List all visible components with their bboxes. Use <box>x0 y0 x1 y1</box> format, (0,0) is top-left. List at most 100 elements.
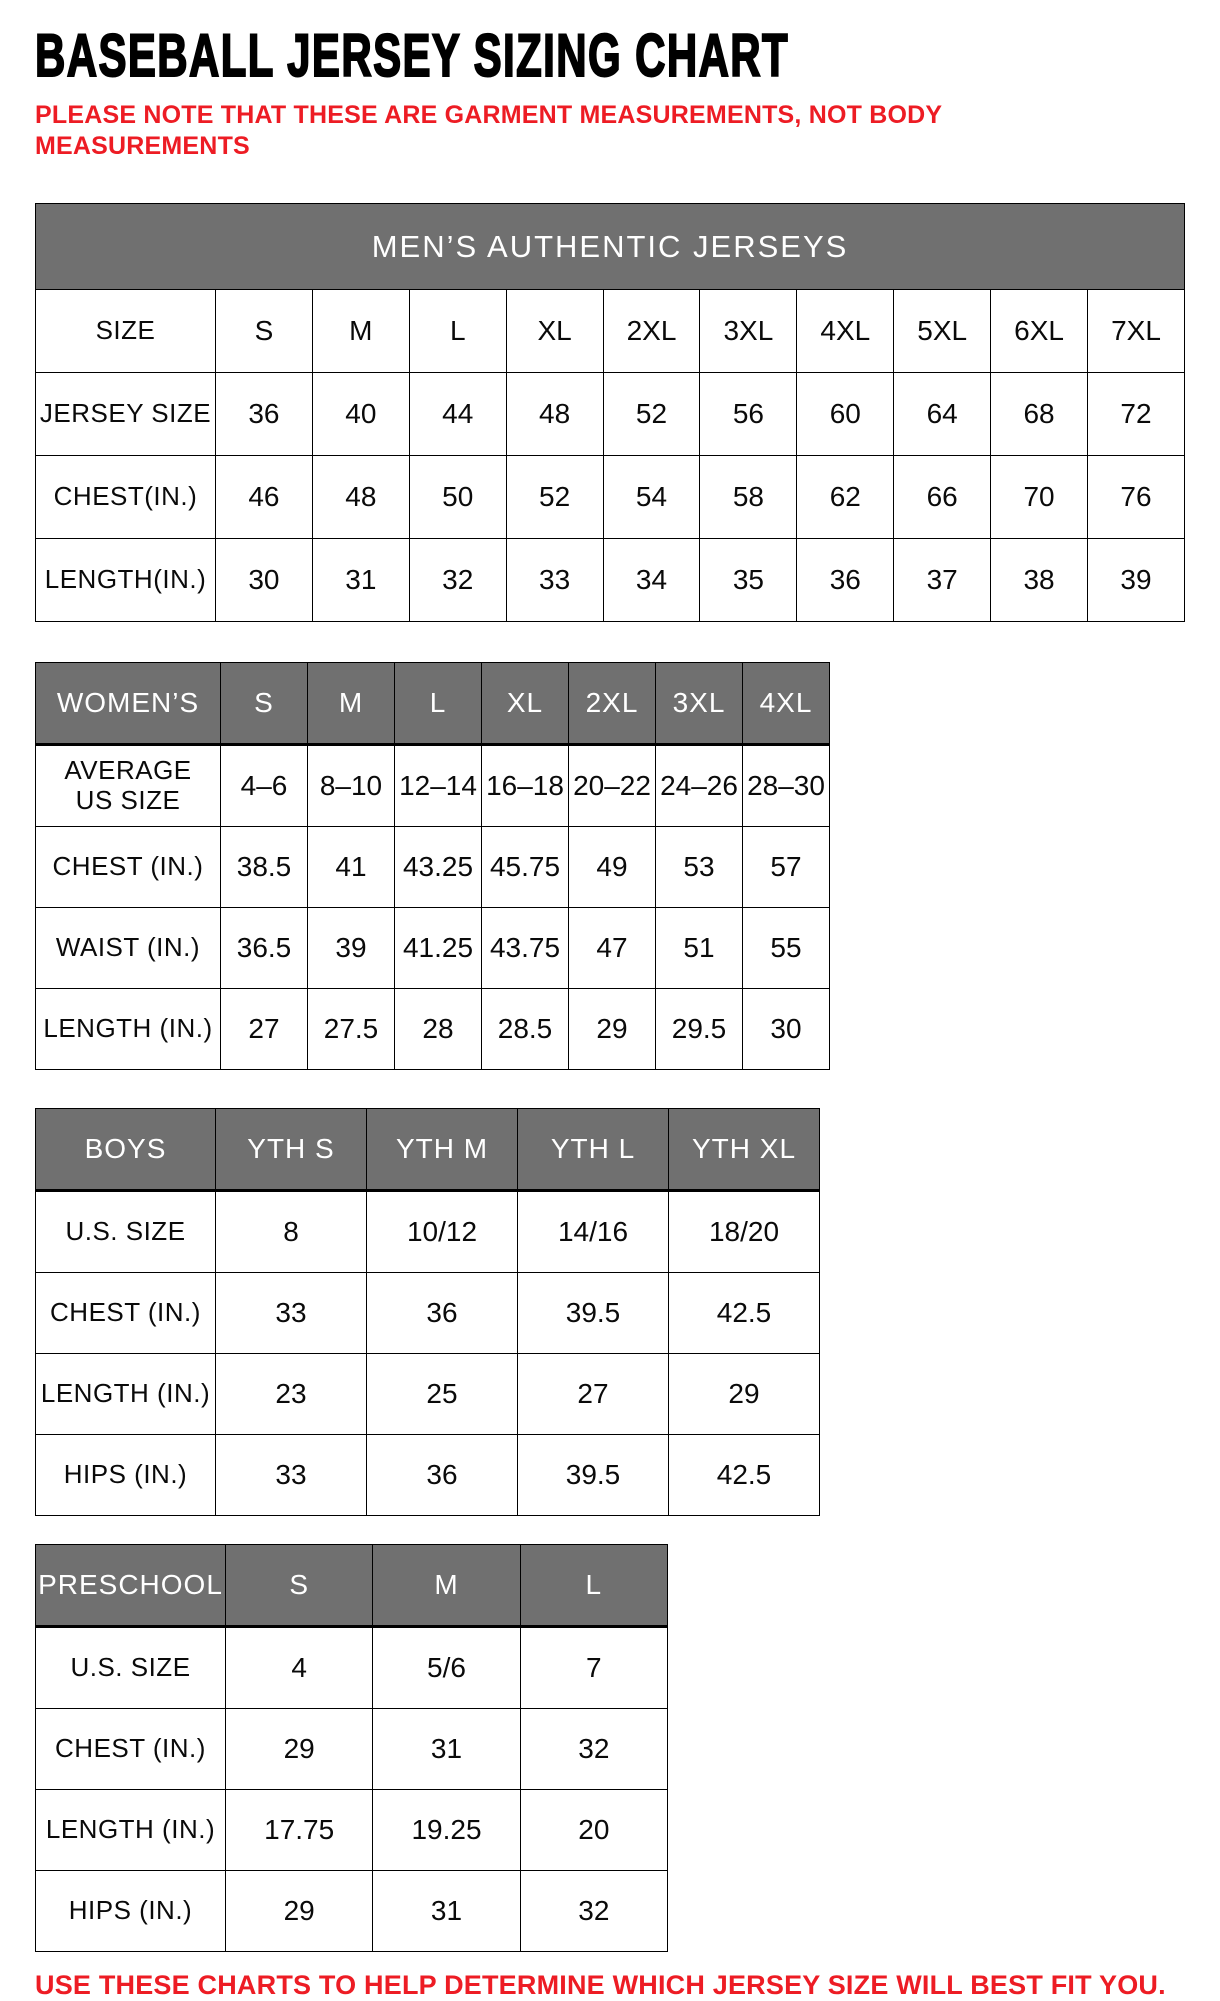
table-header-row: BOYS YTH S YTH M YTH L YTH XL <box>35 1108 820 1192</box>
value-cell: 76 <box>1087 455 1185 539</box>
row-label-cell: HIPS (IN.) <box>35 1870 226 1952</box>
value-cell: 14/16 <box>517 1190 669 1273</box>
value-cell: 48 <box>505 372 604 456</box>
value-cell: 29 <box>568 988 656 1070</box>
value-cell: 56 <box>699 372 798 456</box>
table-row: JERSEY SIZE 36 40 44 48 52 56 60 64 68 72 <box>35 372 1185 456</box>
size-header-cell: M <box>307 662 395 746</box>
row-label-cell: CHEST(IN.) <box>35 455 216 539</box>
value-cell: 36 <box>796 538 895 622</box>
value-cell: 57 <box>742 826 830 908</box>
value-cell: 36 <box>366 1434 518 1516</box>
table-row: LENGTH (IN.) 17.75 19.25 20 <box>35 1789 669 1871</box>
value-cell: 68 <box>990 372 1089 456</box>
footer-note: USE THESE CHARTS TO HELP DETERMINE WHICH… <box>35 1970 1166 2000</box>
value-cell: 39.5 <box>517 1272 669 1354</box>
value-cell: 4–6 <box>220 744 308 827</box>
value-cell: 5XL <box>893 289 992 373</box>
size-header-cell: 2XL <box>568 662 656 746</box>
value-cell: 33 <box>215 1272 367 1354</box>
row-label-cell: WAIST (IN.) <box>35 907 221 989</box>
table-row: CHEST (IN.) 33 36 39.5 42.5 <box>35 1272 820 1354</box>
value-cell: 18/20 <box>668 1190 820 1273</box>
table-row: AVERAGE US SIZE 4–6 8–10 12–14 16–18 20–22 24–… <box>35 744 830 827</box>
table-row: CHEST(IN.) 46 48 50 52 54 58 62 66 70 76 <box>35 455 1185 539</box>
value-cell: 38 <box>990 538 1089 622</box>
row-label-cell: JERSEY SIZE <box>35 372 216 456</box>
size-header-cell: M <box>372 1544 521 1628</box>
row-label-cell: HIPS (IN.) <box>35 1434 216 1516</box>
value-cell: 4 <box>224 1626 374 1709</box>
size-header-cell: L <box>519 1544 669 1628</box>
row-label-cell: AVERAGE US SIZE <box>35 744 221 827</box>
value-cell: 45.75 <box>481 826 569 908</box>
value-cell: 30 <box>742 988 830 1070</box>
value-cell: 41 <box>307 826 395 908</box>
mens-sizing-table: MEN’S AUTHENTIC JERSEYS SIZE S M L XL 2XL 3XL 4X… <box>35 203 1185 622</box>
value-cell: 33 <box>215 1434 367 1516</box>
size-header-cell: YTH M <box>366 1108 518 1192</box>
value-cell: 27 <box>517 1353 669 1435</box>
mens-table-title: MEN’S AUTHENTIC JERSEYS <box>35 203 1185 290</box>
value-cell: 44 <box>408 372 507 456</box>
value-cell: 53 <box>655 826 743 908</box>
value-cell: 29.5 <box>655 988 743 1070</box>
value-cell: 8 <box>215 1190 367 1273</box>
value-cell: 32 <box>408 538 507 622</box>
value-cell: 46 <box>215 455 313 539</box>
value-cell: 72 <box>1087 372 1185 456</box>
value-cell: 55 <box>742 907 830 989</box>
value-cell: 50 <box>408 455 507 539</box>
size-header-cell: YTH S <box>215 1108 367 1192</box>
value-cell: 48 <box>311 455 410 539</box>
value-cell: 60 <box>796 372 895 456</box>
value-cell: 42.5 <box>668 1434 820 1516</box>
table-row: LENGTH(IN.) 30 31 32 33 34 35 36 37 38 39 <box>35 538 1185 622</box>
value-cell: 42.5 <box>668 1272 820 1354</box>
womens-sizing-table: WOMEN’S S M L XL 2XL 3XL 4XL AVERAGE US SIZE 4–6 8… <box>35 662 830 1070</box>
preschool-table-title: PRESCHOOL <box>35 1544 226 1628</box>
value-cell: 37 <box>893 538 992 622</box>
row-label-cell: U.S. SIZE <box>35 1626 226 1709</box>
table-row: U.S. SIZE 8 10/12 14/16 18/20 <box>35 1190 820 1273</box>
value-cell: L <box>408 289 507 373</box>
value-cell: 43.75 <box>481 907 569 989</box>
value-cell: 33 <box>505 538 604 622</box>
value-cell: 25 <box>366 1353 518 1435</box>
value-cell: 19.25 <box>372 1789 521 1871</box>
table-header-row: MEN’S AUTHENTIC JERSEYS <box>35 203 1185 290</box>
value-cell: 35 <box>699 538 798 622</box>
row-label-cell: CHEST (IN.) <box>35 1272 216 1354</box>
table-row: LENGTH (IN.) 27 27.5 28 28.5 29 29.5 30 <box>35 988 830 1070</box>
value-cell: 38.5 <box>220 826 308 908</box>
value-cell: 70 <box>990 455 1089 539</box>
boys-table-title: BOYS <box>35 1108 216 1192</box>
row-label-cell: LENGTH (IN.) <box>35 988 221 1070</box>
value-cell: 32 <box>519 1708 669 1790</box>
value-cell: 17.75 <box>224 1789 374 1871</box>
size-header-cell: YTH L <box>517 1108 669 1192</box>
value-cell: 40 <box>311 372 410 456</box>
value-cell: 12–14 <box>394 744 482 827</box>
value-cell: 23 <box>215 1353 367 1435</box>
value-cell: 2XL <box>602 289 701 373</box>
size-header-cell: 3XL <box>655 662 743 746</box>
value-cell: 8–10 <box>307 744 395 827</box>
value-cell: 51 <box>655 907 743 989</box>
value-cell: 3XL <box>699 289 798 373</box>
value-cell: 64 <box>893 372 992 456</box>
value-cell: 29 <box>224 1870 374 1952</box>
row-label-cell: LENGTH (IN.) <box>35 1789 226 1871</box>
value-cell: 28–30 <box>742 744 830 827</box>
value-cell: 31 <box>372 1870 521 1952</box>
boys-sizing-table: BOYS YTH S YTH M YTH L YTH XL U.S. SIZE 8 10/12… <box>35 1108 820 1516</box>
page-title: BASEBALL JERSEY SIZING CHART <box>34 22 790 89</box>
row-label-cell: LENGTH (IN.) <box>35 1353 216 1435</box>
value-cell: 41.25 <box>394 907 482 989</box>
table-header-row: WOMEN’S S M L XL 2XL 3XL 4XL <box>35 662 830 746</box>
value-cell: 10/12 <box>366 1190 518 1273</box>
value-cell: 52 <box>602 372 701 456</box>
table-row: U.S. SIZE 4 5/6 7 <box>35 1626 669 1709</box>
value-cell: 49 <box>568 826 656 908</box>
